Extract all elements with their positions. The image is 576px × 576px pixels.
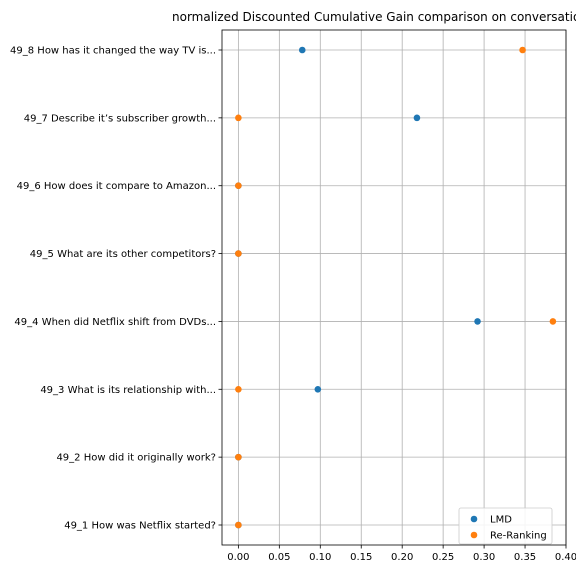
y-tick-label: 49_2 How did it originally work? <box>56 453 216 464</box>
y-tick-label: 49_7 Describe it’s subscriber growth... <box>24 113 216 124</box>
plot-area-frame <box>221 29 567 546</box>
data-point-re-ranking <box>235 385 242 393</box>
x-tick-label: 0.20 <box>391 552 413 563</box>
data-point-lmd <box>474 318 481 325</box>
legend-box <box>458 507 553 545</box>
y-tick-label: 49_4 When did Netflix shift from DVDs... <box>14 317 216 328</box>
data-point-lmd <box>413 114 421 122</box>
y-tick-label: 49_3 What is its relationship with... <box>40 385 216 396</box>
legend-label: LMD <box>490 515 512 526</box>
chart-title: normalized Discounted Cumulative Gain co… <box>172 10 576 24</box>
grid-lines <box>222 30 567 545</box>
x-tick-label: 0.25 <box>432 552 454 563</box>
data-point-re-ranking <box>235 250 242 257</box>
data-points <box>235 46 557 529</box>
data-point-re-ranking <box>549 318 557 325</box>
axis-ticks: 0.00 0.05 0.10 0.15 0.20 0.25 0.30 0.35 0.40 49_1… <box>10 46 576 564</box>
legend: LMD Re-Ranking <box>458 507 553 545</box>
data-point-lmd <box>298 46 306 54</box>
legend-marker <box>470 515 478 523</box>
data-point-re-ranking <box>235 453 242 461</box>
x-tick-label: 0.30 <box>473 552 495 563</box>
data-point-re-ranking <box>235 182 242 190</box>
x-tick-label: 0.05 <box>268 552 290 563</box>
y-tick-label: 49_6 How does it compare to Amazon... <box>17 181 216 192</box>
legend-label: Re-Ranking <box>490 531 547 542</box>
x-tick-label: 0.35 <box>514 552 536 563</box>
y-tick-label: 49_1 How was Netflix started? <box>64 521 216 532</box>
data-point-re-ranking <box>235 114 242 122</box>
x-tick-label: 0.15 <box>350 552 372 563</box>
x-tick-label: 0.40 <box>555 552 576 563</box>
legend-marker <box>470 531 478 539</box>
x-tick-label: 0.10 <box>309 552 331 563</box>
data-point-re-ranking <box>235 521 242 529</box>
y-tick-label: 49_8 How has it changed the way TV is... <box>10 46 216 57</box>
y-tick-label: 49_5 What are its other competitors? <box>30 249 216 260</box>
data-point-re-ranking <box>519 46 526 54</box>
x-tick-label: 0.00 <box>227 552 249 563</box>
data-point-lmd <box>314 385 322 393</box>
